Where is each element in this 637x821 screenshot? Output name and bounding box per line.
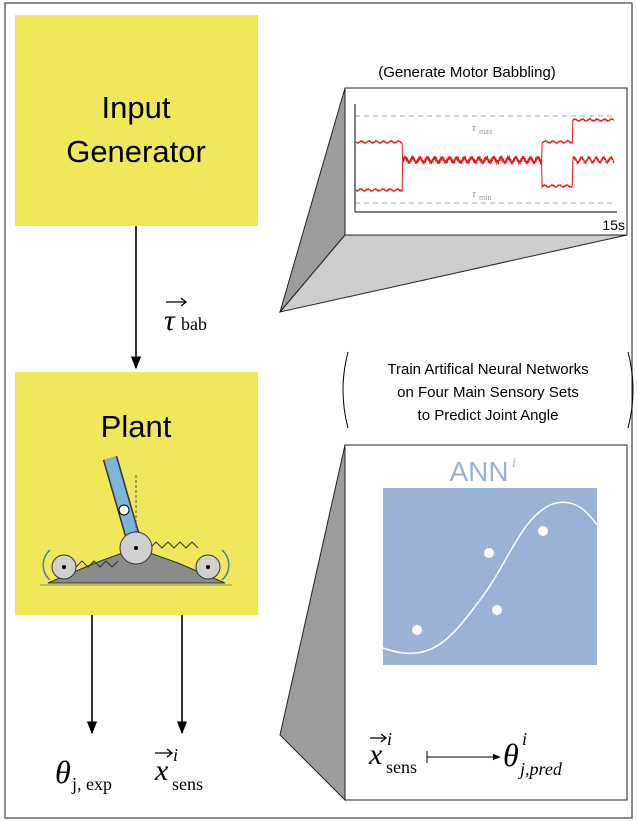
math-symbol: x xyxy=(154,754,169,787)
panel-caption: on Four Main Sensory Sets xyxy=(397,384,579,401)
math-symbol: θ xyxy=(55,754,71,790)
math-superscript: i xyxy=(522,729,527,749)
ann-superscript: i xyxy=(512,456,516,471)
input-generator-title: Input xyxy=(102,90,171,125)
math-subscript: min xyxy=(479,193,491,202)
panel-caption: Train Artifical Neural Networks xyxy=(387,361,588,378)
math-subscript: j, exp xyxy=(71,774,112,794)
math-symbol: θ xyxy=(503,737,519,773)
panel-caption: to Predict Joint Angle xyxy=(418,407,559,424)
math-symbol: x xyxy=(368,738,383,771)
math-superscript: i xyxy=(387,729,392,749)
panel-side xyxy=(280,445,345,800)
panel-caption: (Generate Motor Babbling) xyxy=(378,64,556,81)
ann-title: ANN xyxy=(449,456,508,487)
math-subscript: sens xyxy=(172,774,203,794)
math-subscript: sens xyxy=(386,757,417,777)
math-symbol: τ xyxy=(164,304,176,337)
math-subscript: max xyxy=(479,127,493,136)
parenthesis xyxy=(343,352,348,428)
plant-title: Plant xyxy=(101,409,172,444)
math-subscript: j,pred xyxy=(518,759,563,779)
math-subscript: bab xyxy=(181,314,207,334)
diagram: Input Generator τ bab Plant θ j, exp x i… xyxy=(0,0,637,821)
input-generator-title: Generator xyxy=(66,134,206,169)
ann-plot xyxy=(383,488,597,665)
duration-label: 15s xyxy=(602,217,625,233)
math-superscript: i xyxy=(173,745,178,765)
